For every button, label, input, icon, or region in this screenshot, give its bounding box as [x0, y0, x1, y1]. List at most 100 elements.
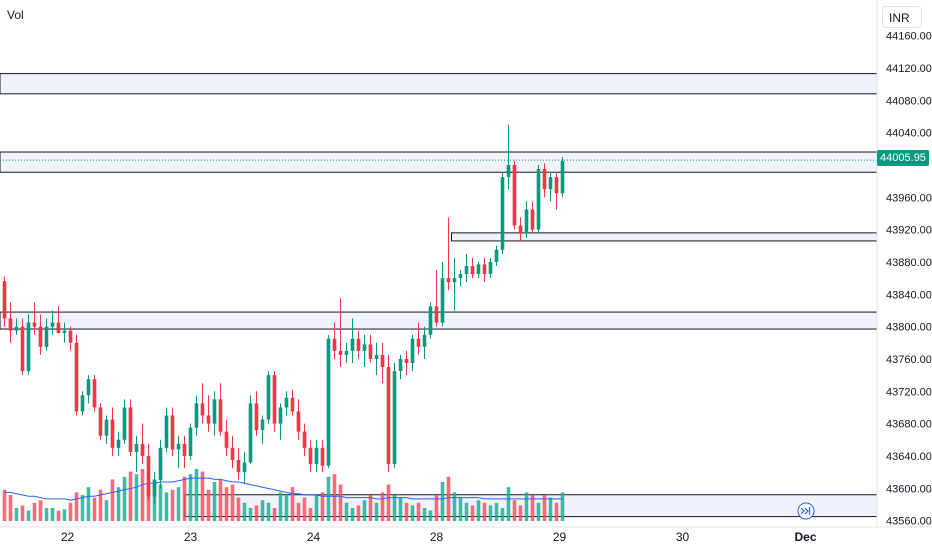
price-tick-label: 44160.00: [886, 31, 932, 43]
currency-selector[interactable]: INR: [882, 6, 922, 28]
volume-bar: [224, 487, 229, 521]
volume-indicator-label[interactable]: Vol: [7, 8, 24, 22]
candle: [518, 217, 523, 242]
candle-body: [122, 407, 127, 440]
candle-body: [452, 278, 457, 283]
candle: [470, 257, 475, 279]
candle-body: [350, 338, 355, 351]
candle-body: [554, 177, 559, 194]
volume-bar: [482, 502, 487, 521]
candle-body: [14, 326, 19, 331]
price-axis[interactable]: 44160.00 44120.00 44080.00 44040.00 43960.00…: [886, 31, 932, 528]
candle-body: [200, 403, 205, 416]
candle: [254, 391, 259, 436]
volume-bar: [290, 487, 295, 521]
time-axis[interactable]: 22 23 24 28 29 30 Dec: [61, 530, 817, 544]
candle-body: [104, 419, 109, 436]
candle-body: [470, 265, 475, 275]
candle: [188, 423, 193, 460]
candle-body: [278, 407, 283, 424]
candle-body: [44, 326, 49, 347]
volume-bar: [176, 487, 181, 521]
volume-bar: [350, 508, 355, 521]
candle: [266, 371, 271, 424]
volume-ma-layer: [4, 477, 563, 501]
candle-body: [464, 265, 469, 275]
candle-body: [398, 358, 403, 372]
volume-bar: [74, 492, 79, 521]
candle-body: [458, 274, 463, 279]
candle-body: [56, 322, 61, 334]
last-price-tag: 44005.95: [877, 150, 929, 166]
volume-bar: [68, 502, 73, 521]
candle: [434, 270, 439, 327]
volume-bar: [206, 489, 211, 521]
time-tick-label: 23: [184, 530, 198, 544]
volume-bar: [98, 489, 103, 521]
candle-body: [368, 344, 373, 359]
candle-body: [170, 415, 175, 450]
time-tick-label: 28: [430, 530, 444, 544]
price-tick-label: 43560.00: [886, 516, 932, 528]
volume-bar: [80, 495, 85, 521]
volume-bar: [524, 492, 529, 521]
volume-bar: [116, 487, 121, 521]
candle-body: [422, 334, 427, 347]
candle: [122, 399, 127, 444]
candle-body: [302, 431, 307, 448]
volume-bar: [302, 497, 307, 521]
volume-bar: [368, 495, 373, 521]
candle-body: [206, 415, 211, 424]
volume-bar: [554, 502, 559, 521]
candle: [278, 403, 283, 440]
volume-bar: [44, 508, 49, 521]
candle-body: [506, 164, 511, 178]
candle: [116, 431, 121, 456]
candle: [356, 330, 361, 359]
price-tick-label: 43760.00: [886, 354, 932, 366]
volume-bar: [140, 469, 145, 521]
volume-bar: [242, 502, 247, 521]
price-tick-label: 43600.00: [886, 483, 932, 495]
price-tick-label: 43800.00: [886, 322, 932, 334]
candle-body: [236, 459, 241, 473]
candle-body: [212, 399, 217, 424]
volume-bar: [398, 497, 403, 521]
candle: [194, 395, 199, 436]
volume-bar: [122, 476, 127, 521]
candle-body: [530, 209, 535, 230]
candle: [272, 371, 277, 432]
price-tick-label: 43640.00: [886, 451, 932, 463]
volume-bar: [110, 479, 115, 521]
candle: [524, 201, 529, 238]
volume-bar: [62, 509, 67, 521]
volume-bar: [14, 508, 19, 521]
candle: [38, 314, 43, 355]
zone-box: [0, 311, 878, 330]
candle-body: [38, 326, 43, 347]
candle-body: [32, 322, 37, 327]
candle-body: [50, 322, 55, 327]
volume-bar: [512, 500, 517, 521]
volume-bar: [254, 505, 259, 521]
candle: [332, 322, 337, 359]
candle: [146, 443, 151, 501]
go-to-realtime-icon: [800, 507, 811, 515]
volume-bar: [548, 497, 553, 521]
candle-body: [110, 419, 115, 448]
candle-body: [266, 375, 271, 420]
candle: [74, 334, 79, 416]
candle: [416, 322, 421, 355]
volume-bar: [338, 484, 343, 521]
candle: [506, 124, 511, 190]
candle-body: [386, 367, 391, 465]
volume-bar: [380, 492, 385, 521]
candle-body: [74, 342, 79, 412]
go-to-realtime-button[interactable]: [797, 502, 815, 520]
candle: [392, 362, 397, 469]
volume-bar: [308, 508, 313, 521]
candle-body: [272, 375, 277, 424]
candle-body: [152, 480, 157, 497]
candle-body: [248, 403, 253, 463]
